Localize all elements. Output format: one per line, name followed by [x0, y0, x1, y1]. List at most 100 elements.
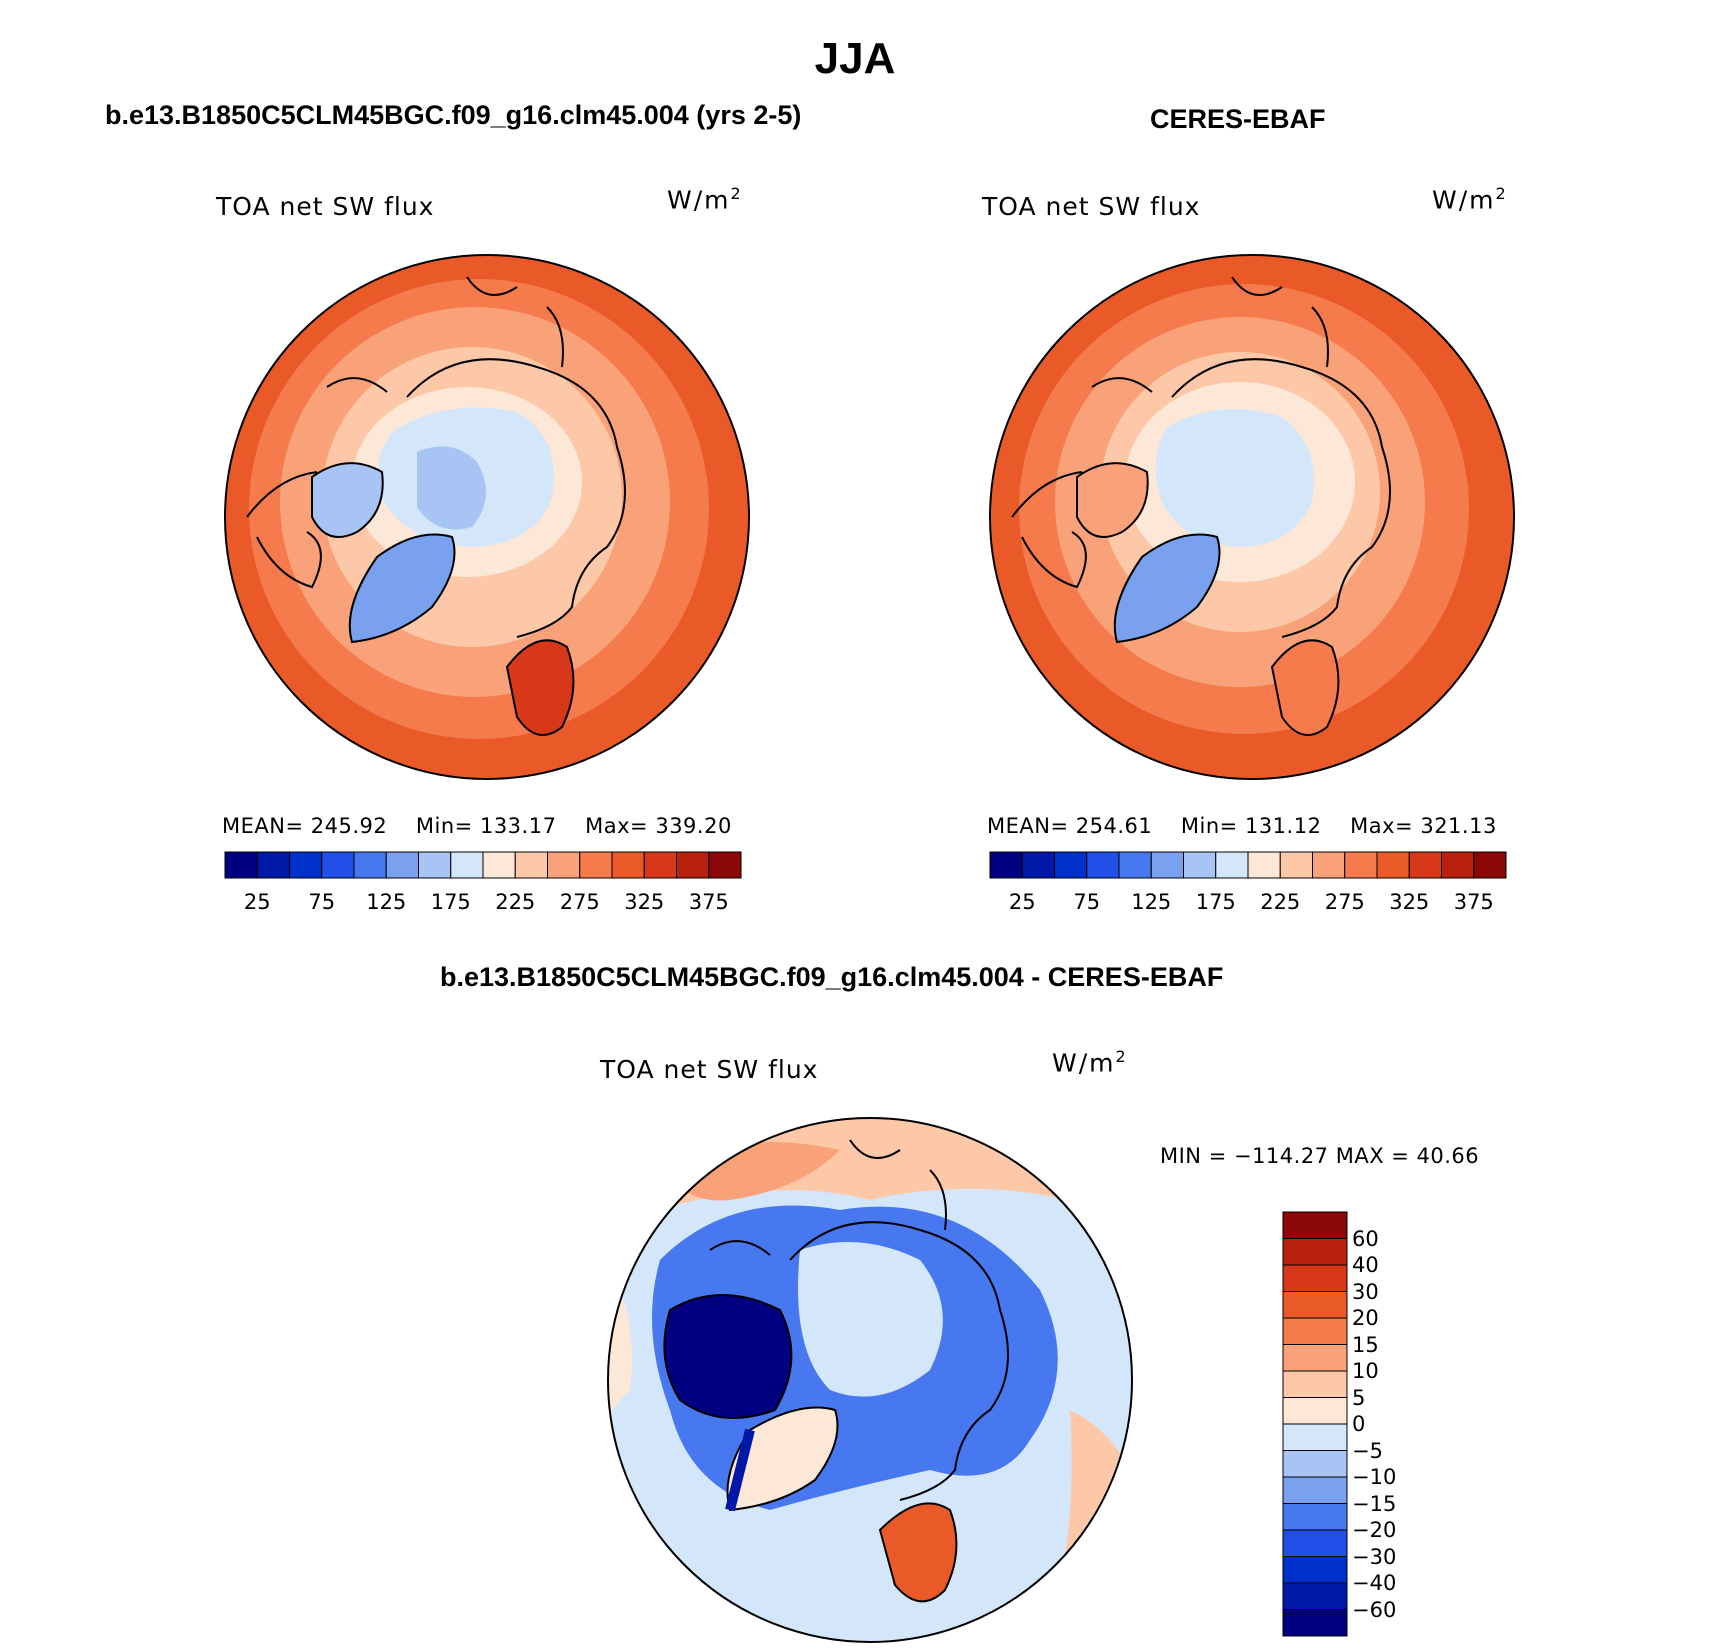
- colorbar-swatch: [1473, 851, 1507, 879]
- colorbar-tick-label: 325: [624, 890, 665, 914]
- obs-stats: MEAN= 254.61 Min= 131.12 Max= 321.13: [987, 814, 1497, 838]
- colorbar-swatch: [353, 851, 387, 879]
- obs-panel-title: CERES-EBAF: [1150, 104, 1326, 134]
- model-map-coast-alaska: [326, 276, 564, 393]
- model-units-label: W/m2: [667, 184, 743, 215]
- diff-map-coast-eurasia: [789, 1221, 1009, 1501]
- colorbar-swatch: [1279, 851, 1313, 879]
- obs-map: [989, 254, 1515, 780]
- model-panel-title: b.e13.B1850C5CLM45BGC.f09_g16.clm45.004 …: [105, 100, 802, 130]
- colorbar-swatch: [1247, 851, 1281, 879]
- colorbar-tick-label: 25: [243, 890, 271, 914]
- model-mean: MEAN= 245.92: [222, 814, 388, 838]
- colorbar-swatch: [1408, 851, 1442, 879]
- obs-map-ice: [1155, 409, 1314, 547]
- colorbar-tick-label: 75: [308, 890, 336, 914]
- diff-colorbar-swatch: [1282, 1317, 1348, 1345]
- colorbar-swatch: [547, 851, 581, 879]
- diff-colorbar-tick-label: 20: [1352, 1306, 1379, 1330]
- colorbar-tick-label: 225: [495, 890, 536, 914]
- colorbar-swatch: [1150, 851, 1184, 879]
- colorbar-swatch: [579, 851, 613, 879]
- diff-colorbar-tick-label: −20: [1352, 1518, 1397, 1542]
- diff-colorbar-swatch: [1282, 1397, 1348, 1425]
- diff-variable-label: TOA net SW flux: [600, 1055, 819, 1084]
- obs-colorbar: [989, 851, 1507, 879]
- obs-mean: MEAN= 254.61: [987, 814, 1153, 838]
- diff-colorbar-tick-label: 60: [1352, 1226, 1379, 1251]
- diff-colorbar-tick-label: −5: [1352, 1438, 1383, 1463]
- diff-units-label: W/m2: [1052, 1047, 1128, 1078]
- colorbar-swatch: [1021, 851, 1055, 879]
- diff-map-scandinavia: [878, 1502, 958, 1603]
- colorbar-swatch: [1344, 851, 1378, 879]
- diff-map-coast-alaska: [709, 1139, 947, 1256]
- colorbar-tick-label: 125: [366, 890, 407, 914]
- colorbar-swatch: [1183, 851, 1217, 879]
- colorbar-swatch: [450, 851, 484, 879]
- model-variable-label: TOA net SW flux: [216, 192, 435, 221]
- diff-colorbar-tick-label: 5: [1352, 1385, 1366, 1410]
- colorbar-swatch: [482, 851, 516, 879]
- colorbar-swatch: [224, 851, 258, 879]
- diff-map-ice-neutral: [798, 1242, 943, 1397]
- colorbar-tick-label: 125: [1131, 890, 1172, 914]
- diff-colorbar-swatch: [1282, 1370, 1348, 1398]
- colorbar-swatch: [1086, 851, 1120, 879]
- colorbar-swatch: [643, 851, 677, 879]
- diff-colorbar-swatch: [1282, 1450, 1348, 1478]
- colorbar-swatch: [1118, 851, 1152, 879]
- colorbar-tick-label: 275: [559, 890, 600, 914]
- diff-colorbar-tick-label: −15: [1352, 1491, 1397, 1516]
- colorbar-swatch: [514, 851, 548, 879]
- obs-min: Min= 131.12: [1180, 814, 1322, 838]
- diff-colorbar-tick-label: 30: [1352, 1279, 1379, 1304]
- model-map-greenland: [348, 533, 456, 644]
- diff-colorbar-tick-label: 0: [1352, 1412, 1366, 1436]
- colorbar-swatch: [989, 851, 1023, 879]
- model-colorbar-ticks: 25 75 125 175 225 275 325 375: [225, 890, 741, 916]
- diff-colorbar-swatch: [1282, 1423, 1348, 1451]
- diff-colorbar-swatch: [1282, 1582, 1348, 1610]
- model-min: Min= 133.17: [415, 814, 557, 838]
- colorbar-tick-label: 75: [1073, 890, 1101, 914]
- diff-colorbar-swatch: [1282, 1556, 1348, 1584]
- model-stats: MEAN= 245.92 Min= 133.17 Max= 339.20: [222, 814, 732, 838]
- diff-colorbar-swatch: [1282, 1609, 1348, 1637]
- obs-max: Max= 321.13: [1350, 814, 1497, 838]
- obs-map-coast-eurasia: [1171, 358, 1391, 638]
- diff-colorbar-ticks: 60 40 30 20 15 10 5 0 −5 −10 −15 −20 −30 −40 −60: [1352, 1212, 1452, 1636]
- diff-map-archipelago: [663, 1294, 793, 1419]
- diff-colorbar-swatch: [1282, 1211, 1348, 1239]
- obs-units-label: W/m2: [1432, 184, 1508, 215]
- diff-colorbar: [1282, 1211, 1348, 1637]
- colorbar-swatch: [1441, 851, 1475, 879]
- colorbar-tick-label: 375: [1453, 890, 1494, 914]
- diff-map-greenland-edge: [725, 1428, 755, 1512]
- diff-colorbar-swatch: [1282, 1476, 1348, 1504]
- colorbar-swatch: [708, 851, 742, 879]
- diff-map: [607, 1117, 1133, 1643]
- model-map-ice-core: [417, 446, 486, 530]
- colorbar-tick-label: 25: [1008, 890, 1036, 914]
- obs-map-archipelago: [1076, 462, 1149, 538]
- colorbar-swatch: [1054, 851, 1088, 879]
- diff-colorbar-swatch: [1282, 1503, 1348, 1531]
- model-max: Max= 339.20: [585, 814, 732, 838]
- colorbar-swatch: [1312, 851, 1346, 879]
- diff-colorbar-swatch: [1282, 1291, 1348, 1319]
- diff-colorbar-tick-label: 40: [1352, 1253, 1379, 1277]
- colorbar-tick-label: 175: [430, 890, 471, 914]
- diff-map-greenland: [726, 1406, 839, 1512]
- colorbar-tick-label: 225: [1260, 890, 1301, 914]
- colorbar-swatch: [385, 851, 419, 879]
- diff-panel-title: b.e13.B1850C5CLM45BGC.f09_g16.clm45.004 …: [440, 962, 1224, 992]
- diff-colorbar-swatch: [1282, 1264, 1348, 1292]
- diff-colorbar-tick-label: 15: [1352, 1332, 1379, 1357]
- colorbar-swatch: [418, 851, 452, 879]
- diff-colorbar-tick-label: −40: [1352, 1571, 1397, 1595]
- obs-map-coast-america: [1011, 471, 1087, 589]
- obs-colorbar-ticks: 25 75 125 175 225 275 325 375: [990, 890, 1506, 916]
- diff-colorbar-swatch: [1282, 1238, 1348, 1266]
- diff-minmax: MIN = −114.27 MAX = 40.66: [1160, 1144, 1480, 1168]
